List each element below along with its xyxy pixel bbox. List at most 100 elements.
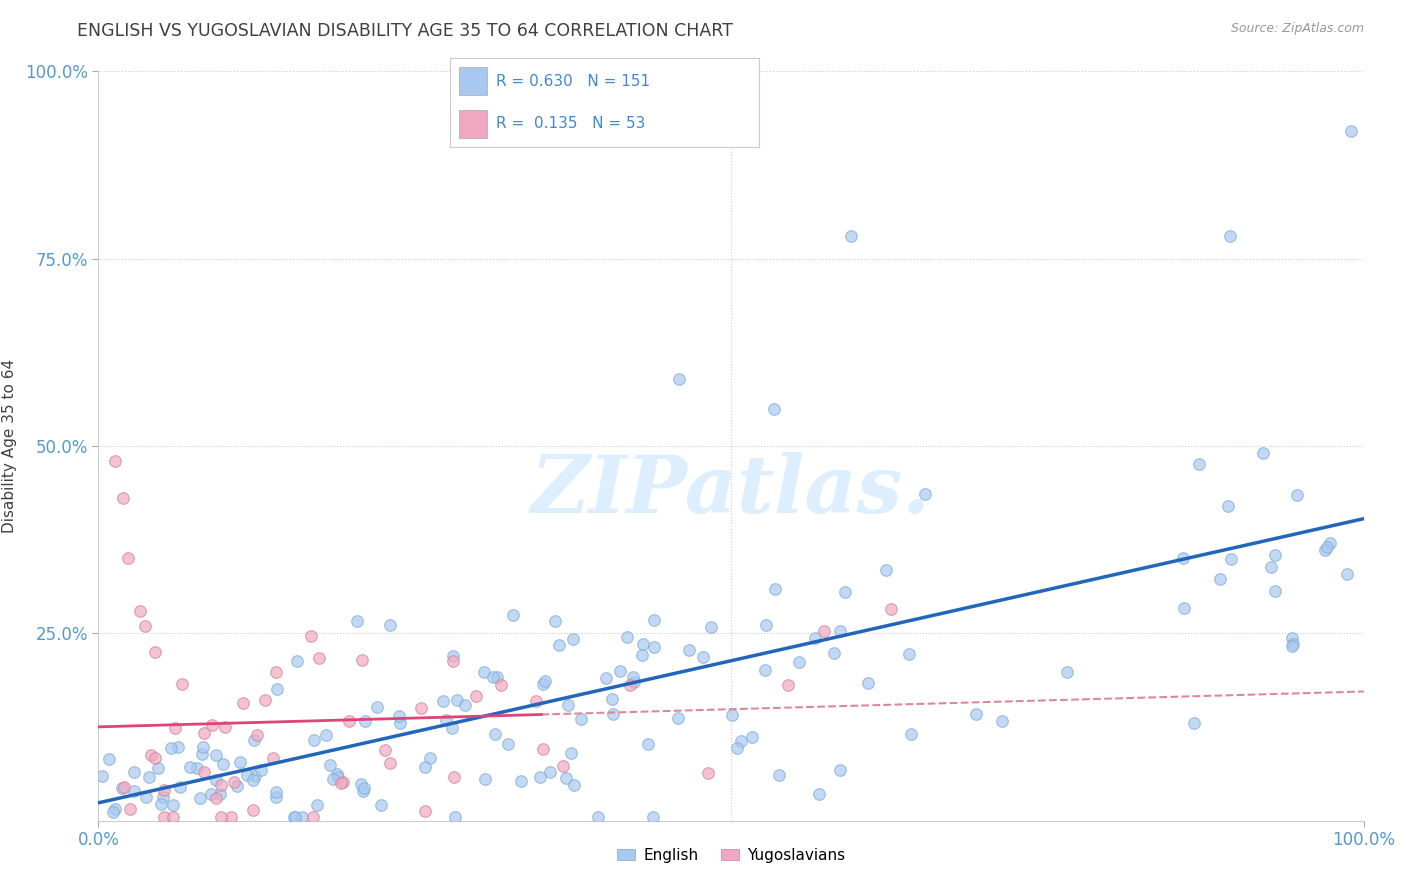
Point [623,670,645,684]
Point [1218,229,1240,244]
Legend: English, Yugoslavians: English, Yugoslavians [612,842,851,869]
Point [730,734,752,748]
Point [692,650,714,665]
Y-axis label: Disability Age 35 to 64: Disability Age 35 to 64 [1,359,17,533]
Point [285,653,308,667]
Point [804,631,827,645]
Point [529,770,551,784]
Point [965,707,987,722]
Point [616,630,638,644]
Point [914,487,936,501]
Point [283,810,305,824]
Point [631,637,654,651]
Point [413,760,436,774]
Point [98,752,121,766]
Point [668,371,690,385]
Point [374,743,396,757]
Point [200,787,222,801]
Point [264,784,287,798]
Point [554,771,576,785]
Point [1315,540,1337,554]
Point [562,778,585,792]
Point [1340,124,1362,138]
Point [337,714,360,728]
Point [441,648,464,663]
Point [315,728,337,742]
Point [152,790,174,805]
Point [562,632,585,646]
Point [434,713,457,727]
Point [1260,560,1282,574]
Text: Source: ZipAtlas.com: Source: ZipAtlas.com [1230,22,1364,36]
Point [291,810,314,824]
Point [834,585,856,599]
Point [602,706,624,721]
Point [166,739,188,754]
Point [484,727,506,741]
Point [762,401,785,416]
Point [443,810,465,824]
Point [134,619,156,633]
Point [600,691,623,706]
Point [721,708,744,723]
Point [112,780,135,794]
Point [212,756,235,771]
Point [124,765,146,780]
Point [544,615,567,629]
Point [839,229,862,244]
Point [502,607,524,622]
Point [668,711,690,725]
Point [245,769,267,783]
Point [641,810,664,824]
Point [595,671,617,685]
Point [700,620,723,634]
Point [1336,567,1358,582]
Point [1285,488,1308,502]
Point [1056,665,1078,679]
Point [547,638,569,652]
Text: R =  0.135   N = 53: R = 0.135 N = 53 [496,117,645,131]
Point [1188,458,1211,472]
Point [124,784,146,798]
Point [169,780,191,794]
Point [160,741,183,756]
Point [104,454,127,468]
Point [609,665,631,679]
Point [326,771,349,785]
Point [302,733,325,747]
Point [1281,631,1303,645]
Point [637,737,659,751]
Point [531,677,554,691]
Point [191,739,214,754]
Point [305,798,328,813]
Point [214,720,236,734]
Point [378,756,401,770]
Point [491,678,513,692]
Point [623,675,645,690]
Point [302,810,325,824]
Point [146,761,169,775]
Point [538,765,561,780]
Point [332,775,354,789]
Point [768,767,790,781]
Point [117,551,139,566]
Point [524,694,547,708]
Point [111,780,134,795]
Point [205,790,228,805]
Point [619,677,641,691]
Point [1263,548,1285,562]
Point [900,727,922,741]
Point [454,698,477,712]
Point [221,810,243,824]
Point [209,787,232,801]
Point [350,776,373,790]
Point [128,604,150,618]
Point [229,755,252,769]
Point [1251,446,1274,460]
Point [135,790,157,805]
Point [631,648,654,662]
Point [807,787,830,801]
Point [1281,640,1303,654]
Point [186,761,208,775]
Point [193,726,215,740]
